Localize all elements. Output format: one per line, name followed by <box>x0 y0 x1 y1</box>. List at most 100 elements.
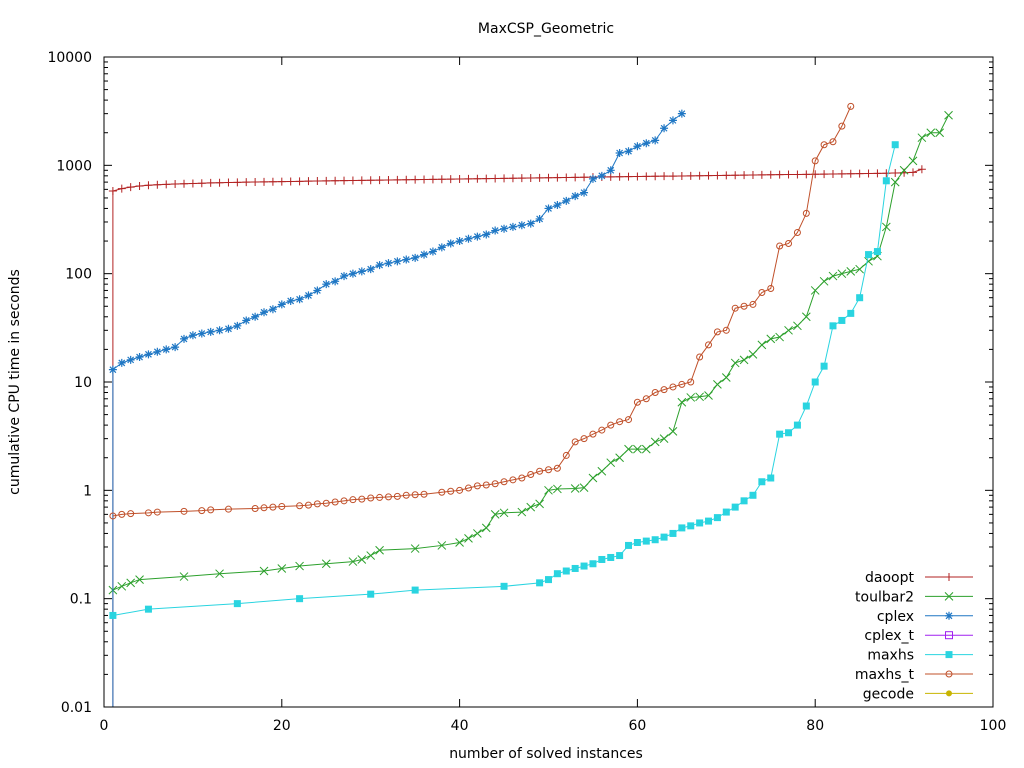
data-point-maxhs <box>758 478 766 486</box>
data-point-maxhs <box>865 251 873 259</box>
data-point-daoopt <box>162 180 171 189</box>
data-point-cplex <box>331 277 340 286</box>
data-point-maxhs <box>882 177 890 185</box>
data-point-daoopt <box>455 174 464 183</box>
data-point-daoopt <box>642 172 651 181</box>
data-point-maxhs_t <box>705 341 713 349</box>
data-point-cplex <box>660 124 669 133</box>
y-tick-label: 10000 <box>47 50 92 66</box>
data-point-toulbar2 <box>944 110 953 120</box>
data-point-cplex <box>642 139 651 148</box>
data-point-cplex <box>677 109 686 118</box>
data-point-maxhs_t <box>118 510 126 518</box>
data-point-cplex <box>295 295 304 304</box>
data-point-cplex <box>580 188 589 197</box>
data-point-maxhs <box>713 514 721 522</box>
data-point-maxhs_t <box>207 506 215 514</box>
series-maxhs_t <box>109 102 855 520</box>
data-point-toulbar2 <box>855 264 865 274</box>
data-point-daoopt <box>402 175 411 184</box>
data-point-daoopt <box>206 178 215 187</box>
data-point-cplex <box>606 166 615 175</box>
data-point-toulbar2 <box>641 444 651 454</box>
data-point-maxhs <box>696 519 704 527</box>
data-point-daoopt <box>464 174 473 183</box>
data-point-daoopt <box>562 173 571 182</box>
data-point-cplex <box>553 201 562 210</box>
data-point-daoopt <box>473 174 482 183</box>
data-point-maxhs <box>749 491 757 499</box>
data-point-maxhs_t <box>376 493 384 501</box>
data-point-daoopt <box>171 180 180 189</box>
data-point-toulbar2 <box>846 267 856 276</box>
data-point-maxhs_t <box>687 378 695 386</box>
data-point-maxhs_t <box>269 503 277 511</box>
data-point-maxhs_t <box>642 395 650 403</box>
legend-marker-daoopt <box>945 573 953 581</box>
data-point-daoopt <box>286 177 295 186</box>
data-point-daoopt <box>197 179 206 188</box>
data-point-maxhs_t <box>482 481 490 489</box>
x-tick-label: 80 <box>806 718 824 734</box>
data-point-toulbar2 <box>588 473 598 483</box>
data-point-cplex <box>171 343 180 352</box>
data-point-maxhs_t <box>527 471 535 479</box>
data-point-daoopt <box>535 173 544 182</box>
legend-marker-cplex_t <box>945 631 953 640</box>
data-point-maxhs_t <box>358 495 366 503</box>
series-line-daoopt <box>112 168 923 707</box>
legend-marker-toulbar2 <box>944 592 954 601</box>
data-point-toulbar2 <box>917 133 927 143</box>
data-point-daoopt <box>731 171 740 180</box>
data-point-maxhs_t <box>838 122 846 130</box>
data-point-maxhs_t <box>820 141 828 149</box>
data-point-cplex <box>366 265 375 274</box>
data-point-maxhs_t <box>313 500 321 508</box>
data-point-toulbar2 <box>899 165 909 175</box>
data-point-maxhs_t <box>802 209 810 217</box>
data-point-daoopt <box>784 170 793 179</box>
data-point-cplex <box>348 269 357 278</box>
data-point-maxhs_t <box>509 476 517 484</box>
y-tick-label: 0.01 <box>61 700 92 716</box>
data-point-cplex <box>322 280 331 289</box>
data-point-maxhs <box>536 579 544 587</box>
data-point-maxhs <box>785 429 793 437</box>
data-point-toulbar2 <box>837 269 847 279</box>
data-point-maxhs_t <box>180 507 188 515</box>
data-point-daoopt <box>491 174 500 183</box>
data-point-maxhs_t <box>127 510 135 518</box>
data-point-cplex <box>375 261 384 270</box>
data-point-maxhs_t <box>785 239 793 247</box>
data-point-toulbar2 <box>801 312 811 322</box>
y-tick-label: 10 <box>74 375 92 391</box>
legend-marker-cplex <box>945 611 953 620</box>
data-point-daoopt <box>348 176 357 185</box>
data-point-cplex <box>517 221 526 230</box>
data-point-maxhs_t <box>589 430 597 438</box>
data-point-toulbar2 <box>126 578 136 588</box>
data-point-maxhs <box>802 402 810 410</box>
data-point-daoopt <box>748 171 757 180</box>
series-cplex <box>108 109 686 707</box>
data-point-toulbar2 <box>864 256 873 266</box>
data-point-maxhs <box>838 316 846 324</box>
series-maxhs <box>109 141 899 619</box>
data-point-daoopt <box>828 169 837 178</box>
data-point-maxhs_t <box>464 484 472 492</box>
data-point-daoopt <box>117 184 126 193</box>
data-point-toulbar2 <box>784 325 793 335</box>
data-point-maxhs <box>616 552 624 560</box>
data-point-cplex <box>260 308 269 317</box>
legend-label-cplex_t: cplex_t <box>864 628 914 644</box>
data-point-maxhs_t <box>731 304 739 312</box>
data-point-maxhs_t <box>776 242 784 250</box>
data-point-daoopt <box>393 175 402 184</box>
series-line-maxhs_t <box>112 106 852 517</box>
data-point-toulbar2 <box>375 545 384 555</box>
data-point-daoopt <box>366 176 375 185</box>
data-point-daoopt <box>553 173 562 182</box>
data-point-daoopt <box>740 171 749 180</box>
plot-frame <box>103 56 994 708</box>
